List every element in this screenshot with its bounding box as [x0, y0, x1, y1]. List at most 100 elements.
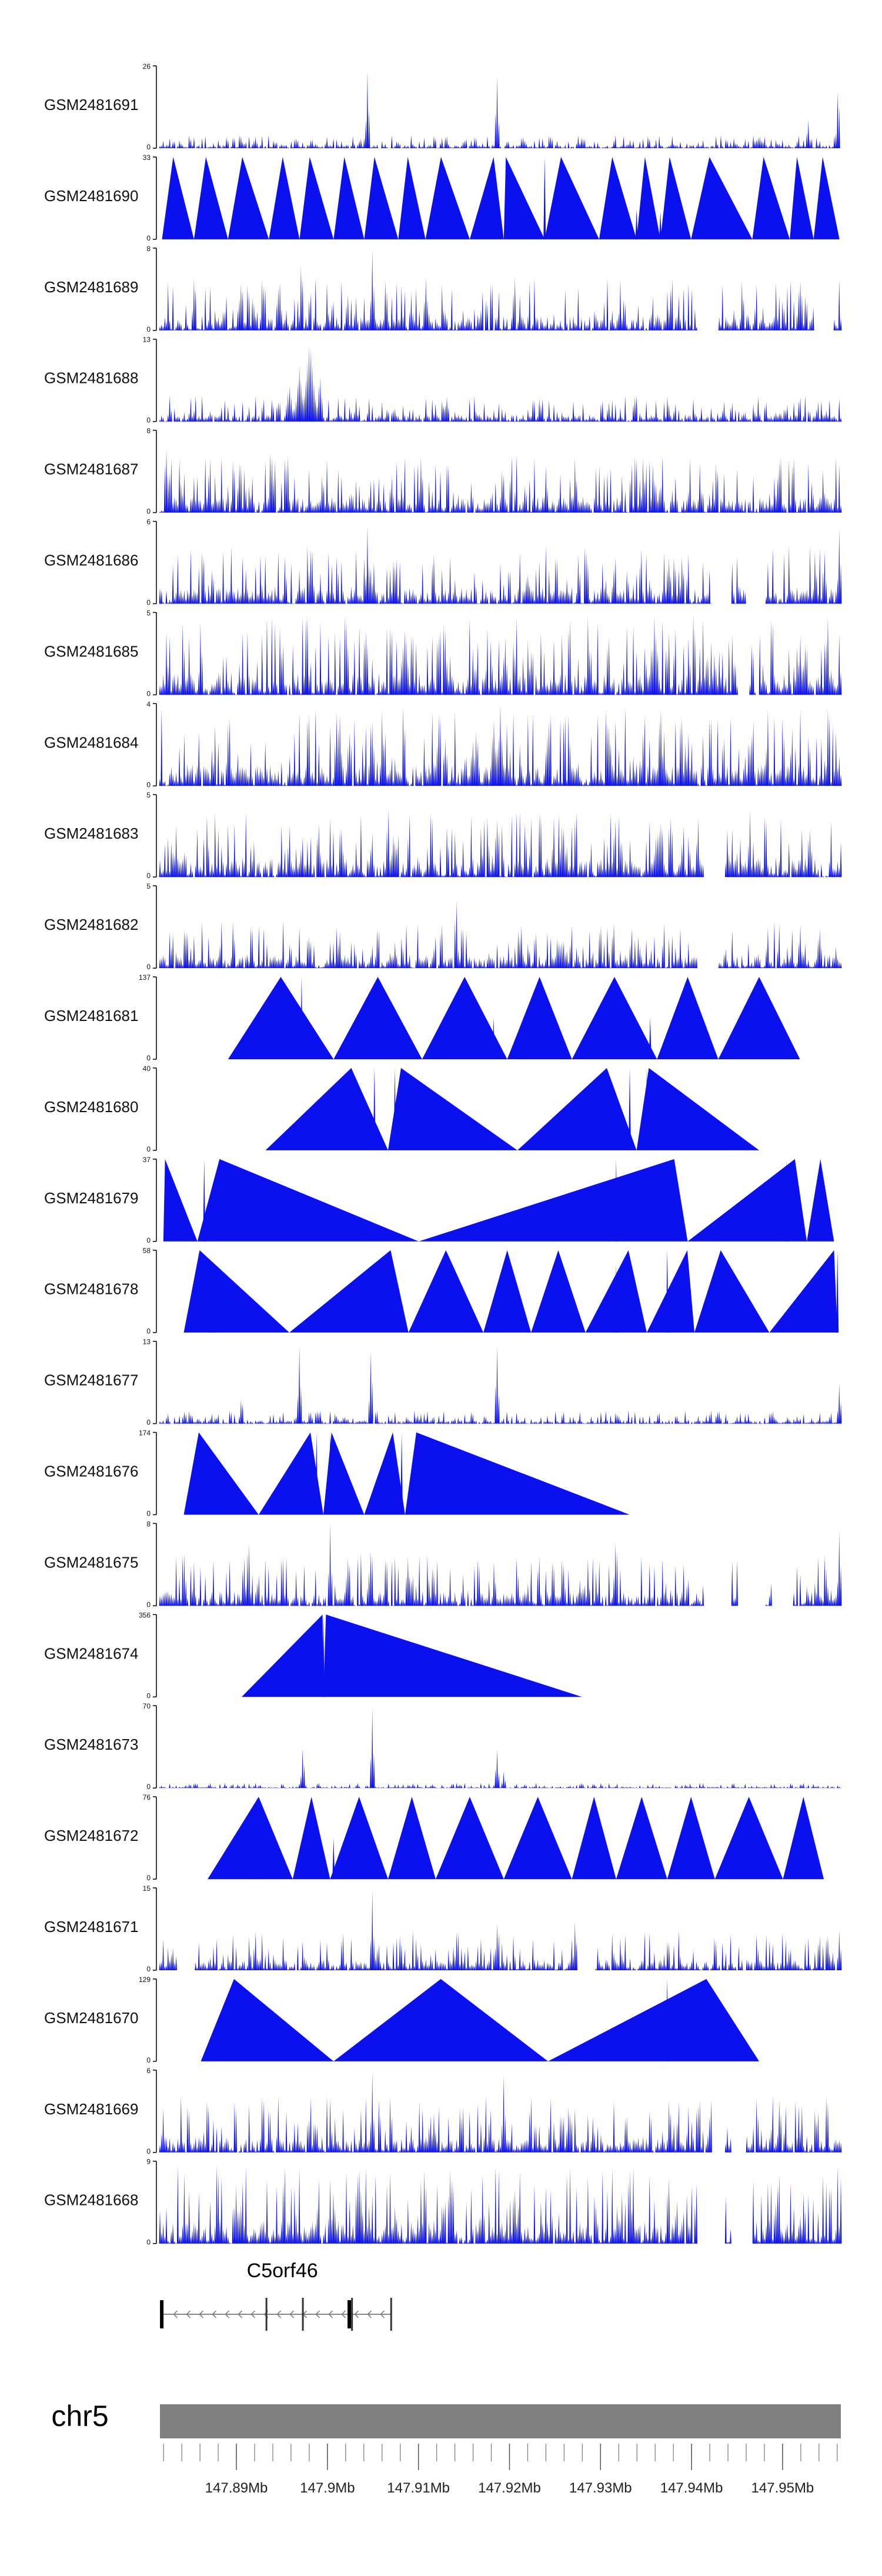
strand-arrow	[354, 2310, 359, 2318]
track-GSM2481676: GSM2481676 174 0	[44, 1429, 630, 1518]
coverage-area	[159, 2164, 842, 2244]
coverage-area	[159, 1523, 842, 1606]
y-axis-min-label: 0	[146, 1145, 151, 1153]
coverage-peak	[548, 1978, 760, 2061]
coverage-peak	[323, 1614, 582, 1697]
track-label: GSM2481682	[44, 916, 138, 933]
track-label: GSM2481670	[44, 2009, 138, 2027]
coverage-peak	[408, 1250, 484, 1333]
y-axis-min-label: 0	[146, 1236, 151, 1244]
coverage-peak	[469, 156, 504, 239]
y-axis-min-label: 0	[146, 963, 151, 971]
coverage-peak	[405, 1432, 630, 1515]
track-GSM2481686: GSM2481686 6 0	[44, 518, 842, 607]
track-GSM2481691: GSM2481691 26 0	[44, 62, 842, 151]
coverage-peak	[425, 156, 470, 239]
y-axis-min-label: 0	[146, 325, 151, 333]
scale-tick-label: 147.9Mb	[300, 2480, 355, 2496]
y-axis-max-label: 40	[143, 1065, 151, 1073]
track-GSM2481687: GSM2481687 8 0	[44, 427, 842, 516]
y-axis-max-label: 174	[139, 1429, 151, 1437]
coverage-spike	[492, 1017, 495, 1059]
coverage-peak	[531, 1250, 586, 1333]
y-axis-max-label: 5	[146, 609, 151, 617]
chromosome-label: chr5	[51, 2400, 108, 2432]
coverage-peak	[162, 156, 194, 239]
coverage-peak	[572, 977, 657, 1059]
track-GSM2481681: GSM2481681 137 0	[44, 973, 800, 1062]
coverage-peak	[197, 1159, 419, 1242]
track-label: GSM2481685	[44, 642, 138, 660]
coverage-spike	[659, 212, 662, 239]
coverage-spike	[322, 1614, 325, 1697]
track-label: GSM2481690	[44, 187, 138, 205]
track-label: GSM2481687	[44, 461, 138, 478]
coverage-peak	[258, 1432, 323, 1515]
coverage-spike	[255, 1797, 258, 1880]
y-axis-min-label: 0	[146, 2238, 151, 2247]
y-axis-max-label: 8	[146, 427, 151, 435]
gene-model	[160, 2298, 392, 2331]
coverage-peak	[660, 156, 691, 239]
coverage-spike	[645, 1067, 648, 1150]
coverage-peak	[483, 1250, 532, 1333]
coverage-spike	[332, 1838, 335, 1880]
coverage-spike	[836, 1250, 839, 1333]
exon-mark	[265, 2298, 268, 2331]
y-axis-min-label: 0	[146, 416, 151, 425]
coverage-peak	[333, 1978, 549, 2061]
coverage-peak	[694, 1250, 770, 1333]
genomic-scale: 147.89Mb 147.9Mb 147.91Mb 147.92Mb 147.93Mb 1…	[163, 2444, 838, 2496]
coverage-peak	[503, 156, 545, 239]
coverage-area	[159, 1890, 842, 1970]
y-axis-max-label: 5	[146, 791, 151, 799]
coverage-peak	[193, 156, 228, 239]
coverage-peak	[544, 156, 599, 239]
coverage-area	[159, 345, 842, 422]
track-label: GSM2481674	[44, 1644, 138, 1662]
strand-arrow	[276, 2310, 282, 2318]
y-axis-min-label: 0	[146, 689, 151, 698]
coverage-spike	[629, 1067, 632, 1150]
coverage-peak	[752, 156, 790, 239]
track-GSM2481689: GSM2481689 8 0	[44, 245, 842, 333]
y-axis-min-label: 0	[146, 1600, 151, 1609]
track-label: GSM2481688	[44, 369, 138, 387]
coverage-peak	[807, 1159, 834, 1242]
scale-tick-label: 147.92Mb	[478, 2480, 541, 2496]
coverage-area	[159, 449, 842, 513]
coverage-area	[159, 71, 842, 148]
track-GSM2481668: GSM2481668 9 0	[44, 2158, 842, 2247]
coverage-peak	[289, 1250, 409, 1333]
y-axis-max-label: 76	[143, 1793, 151, 1801]
coverage-area	[159, 616, 842, 695]
track-label: GSM2481668	[44, 2191, 138, 2209]
strand-arrow	[199, 2310, 204, 2318]
strand-arrow	[367, 2310, 372, 2318]
coverage-peak	[333, 156, 365, 239]
coverage-spike	[393, 1067, 396, 1150]
track-GSM2481690: GSM2481690 33 0	[44, 154, 840, 242]
y-axis-min-label: 0	[146, 1874, 151, 1882]
coverage-peak	[646, 1250, 695, 1333]
scale-tick-label: 147.89Mb	[205, 2480, 268, 2496]
coverage-peak	[422, 977, 507, 1059]
y-axis-max-label: 26	[143, 62, 151, 71]
coverage-peak	[718, 977, 800, 1059]
track-GSM2481677: GSM2481677 13 0	[44, 1338, 842, 1427]
coverage-peak	[269, 156, 300, 239]
coverage-spike	[635, 209, 638, 239]
strand-arrow	[289, 2310, 295, 2318]
coverage-spike	[649, 1017, 652, 1059]
coverage-peak	[419, 1159, 688, 1242]
coverage-peak	[330, 1797, 388, 1880]
coverage-peak	[323, 1432, 365, 1515]
y-axis-min-label: 0	[146, 1965, 151, 1973]
strand-arrow	[328, 2310, 333, 2318]
strand-arrow	[186, 2310, 191, 2318]
y-axis-min-label: 0	[146, 508, 151, 516]
coverage-peak	[790, 156, 814, 239]
track-GSM2481685: GSM2481685 5 0	[44, 609, 842, 698]
